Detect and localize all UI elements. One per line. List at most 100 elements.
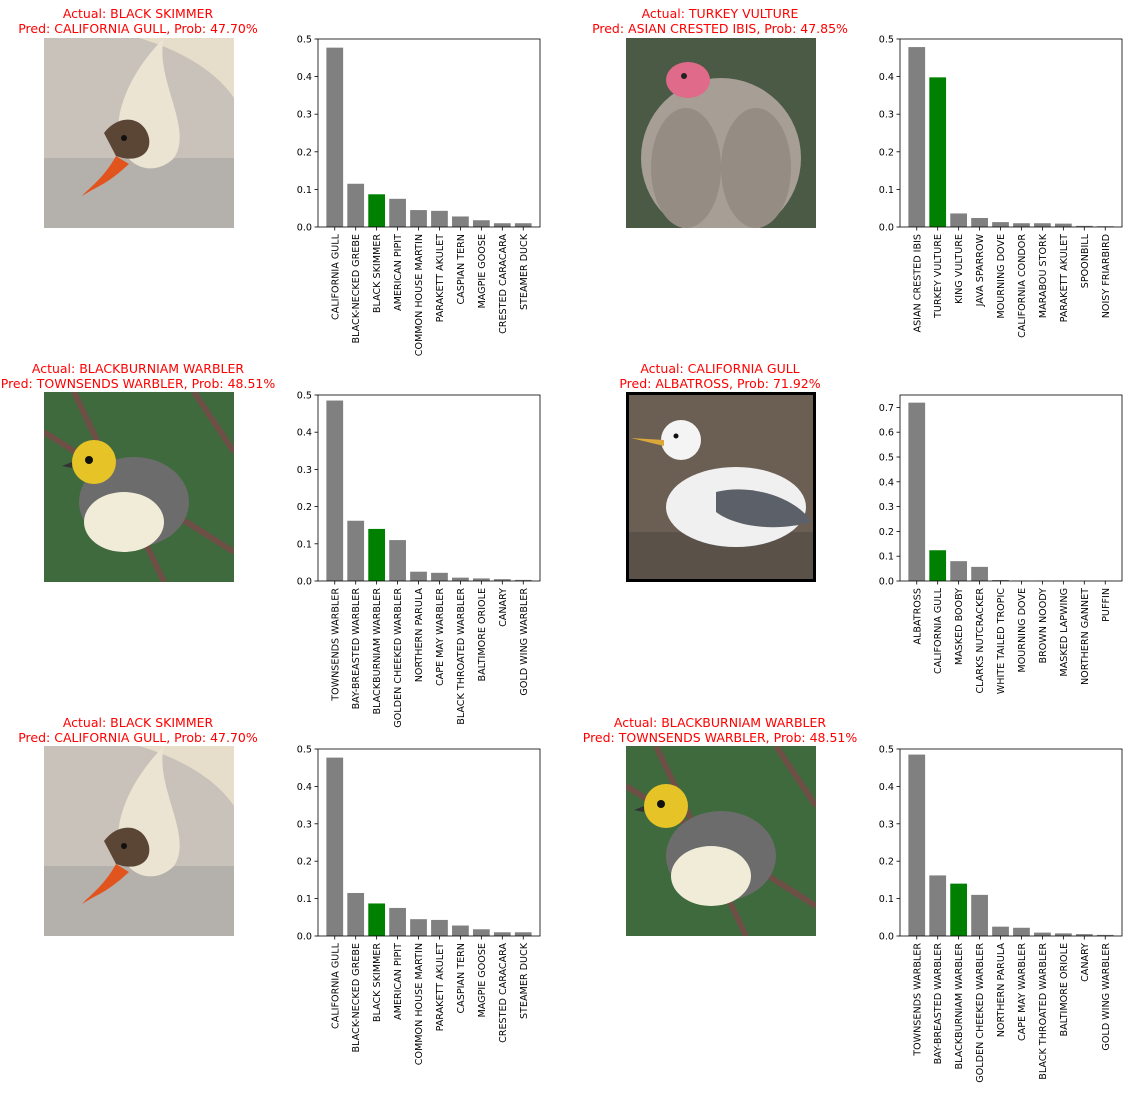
bar: [514, 932, 532, 936]
x-tick-label: MARABOU STORK: [1038, 233, 1049, 318]
probability-bar-chart: CALIFORNIA GULL BLACK-NECKED GREBE BLACK S…: [297, 35, 541, 356]
bar: [368, 903, 386, 936]
bar: [472, 578, 490, 581]
y-tick-label: 0.5: [879, 35, 894, 46]
x-tick-label: NORTHERN PARULA: [414, 588, 425, 683]
y-tick-label: 0.2: [879, 857, 894, 868]
probability-bar-chart: TOWNSENDS WARBLER BAY-BREASTED WARBLER BLA…: [297, 391, 541, 728]
y-tick-label: 0.1: [879, 185, 894, 196]
pred-label: Pred: TOWNSENDS WARBLER, Prob: 48.51%: [0, 376, 276, 391]
y-tick-label: 0.4: [297, 428, 312, 439]
x-tick-label: CALIFORNIA GULL: [330, 942, 341, 1029]
bar: [493, 223, 511, 227]
y-tick-label: 0.0: [879, 223, 894, 234]
panel-title: Actual: BLACK SKIMMER Pred: CALIFORNIA G…: [0, 715, 318, 745]
plot-frame: [899, 748, 1123, 937]
bar: [1034, 932, 1051, 936]
bar: [493, 579, 511, 581]
y-tick-label: 0.3: [297, 110, 312, 121]
bar: [452, 925, 469, 936]
bar: [971, 217, 988, 227]
y-tick-label: 0.1: [879, 552, 894, 563]
bar: [389, 907, 406, 936]
y-tick-label: 0.0: [297, 577, 312, 588]
y-tick-label: 0.4: [297, 72, 312, 83]
bar: [347, 520, 365, 581]
x-tick-label: BLACK-NECKED GREBE: [351, 943, 362, 1053]
pred-label: Pred: CALIFORNIA GULL, Prob: 47.70%: [18, 21, 258, 36]
bar: [950, 561, 968, 581]
bar: [1075, 225, 1093, 227]
probability-bar-chart: ALBATROSS CALIFORNIA GULL MASKED BOOBY CLAR…: [879, 394, 1123, 694]
x-tick-label: CRESTED CARACARA: [498, 234, 509, 334]
bar: [410, 571, 427, 581]
panel-title: Actual: BLACK SKIMMER Pred: CALIFORNIA G…: [0, 6, 318, 36]
bar: [1054, 223, 1072, 227]
y-tick-label: 0.3: [297, 465, 312, 476]
actual-label: Actual: BLACK SKIMMER: [62, 715, 214, 730]
bar: [514, 223, 532, 227]
x-tick-label: NORTHERN GANNET: [1080, 588, 1091, 685]
x-tick-label: GOLD WING WARBLER: [1101, 943, 1112, 1051]
bar: [950, 883, 968, 936]
pred-label: Pred: CALIFORNIA GULL, Prob: 47.70%: [18, 730, 258, 745]
x-tick-label: WHITE TAILED TROPIC: [996, 588, 1007, 695]
x-tick-label: BALTIMORE ORIOLE: [477, 588, 488, 681]
y-tick-label: 0.2: [879, 527, 894, 538]
actual-label: Actual: BLACK SKIMMER: [62, 6, 214, 21]
panel-title: Actual: TURKEY VULTURE Pred: ASIAN CREST…: [540, 6, 900, 36]
bar: [971, 894, 988, 936]
x-tick-label: KING VULTURE: [954, 234, 965, 304]
x-tick-label: PARAKETT AKULET: [435, 943, 446, 1032]
x-tick-label: CAPE MAY WARBLER: [435, 588, 446, 686]
x-tick-label: BALTIMORE ORIOLE: [1059, 943, 1070, 1036]
bar: [410, 210, 427, 227]
bar: [493, 932, 511, 936]
bar: [472, 929, 490, 936]
bar: [389, 540, 406, 581]
x-tick-label: CAPE MAY WARBLER: [1017, 943, 1028, 1041]
bar: [1054, 933, 1072, 936]
x-tick-label: GOLDEN CHEEKED WARBLER: [975, 943, 986, 1083]
panel-title: Actual: CALIFORNIA GULL Pred: ALBATROSS,…: [540, 361, 900, 391]
x-tick-label: CANARY: [1080, 943, 1091, 982]
bar: [452, 577, 469, 581]
bar: [1075, 934, 1093, 936]
x-tick-label: MAGPIE GOOSE: [477, 234, 488, 309]
x-tick-label: BLACKBURNIAM WARBLER: [372, 588, 383, 715]
bar: [347, 183, 365, 227]
y-tick-label: 0.3: [879, 110, 894, 121]
y-tick-label: 0.3: [879, 819, 894, 830]
bar: [929, 550, 947, 581]
plot-frame: [899, 394, 1123, 582]
x-tick-label: STEAMER DUCK: [519, 942, 530, 1019]
y-tick-label: 0.0: [297, 223, 312, 234]
x-tick-label: MASKED LAPWING: [1059, 588, 1070, 677]
bar: [929, 77, 947, 227]
x-tick-label: MOURNING DOVE: [1017, 588, 1028, 673]
x-tick-label: COMMON HOUSE MARTIN: [414, 943, 425, 1065]
bar: [452, 216, 469, 227]
x-tick-label: PARAKETT AKULET: [435, 234, 446, 323]
x-tick-label: CALIFORNIA GULL: [933, 587, 944, 674]
panel-title: Actual: BLACKBURNIAM WARBLER Pred: TOWNS…: [540, 715, 900, 745]
x-tick-label: TOWNSENDS WARBLER: [912, 943, 923, 1057]
plot-frame: [317, 38, 541, 228]
pred-label: Pred: ASIAN CRESTED IBIS, Prob: 47.85%: [592, 21, 848, 36]
y-tick-label: 0.3: [297, 819, 312, 830]
pred-label: Pred: ALBATROSS, Prob: 71.92%: [619, 376, 821, 391]
x-tick-label: JAVA SPARROW: [975, 233, 986, 307]
x-tick-label: BLACK SKIMMER: [372, 234, 383, 313]
y-tick-label: 0.5: [297, 35, 312, 46]
probability-bar-chart: CALIFORNIA GULL BLACK-NECKED GREBE BLACK S…: [297, 745, 541, 1065]
black-skimmer-bird-photo: [44, 38, 234, 228]
california-gull-bird-photo: [626, 392, 816, 582]
x-tick-label: MAGPIE GOOSE: [477, 943, 488, 1018]
x-tick-label: CLARKS NUTCRACKER: [975, 588, 986, 694]
y-tick-label: 0.4: [879, 782, 894, 793]
bar: [431, 572, 448, 581]
x-tick-label: SPOONBILL: [1080, 233, 1091, 288]
x-tick-label: NORTHERN PARULA: [996, 943, 1007, 1038]
x-tick-label: ASIAN CRESTED IBIS: [912, 234, 923, 332]
x-tick-label: GOLDEN CHEEKED WARBLER: [393, 588, 404, 728]
